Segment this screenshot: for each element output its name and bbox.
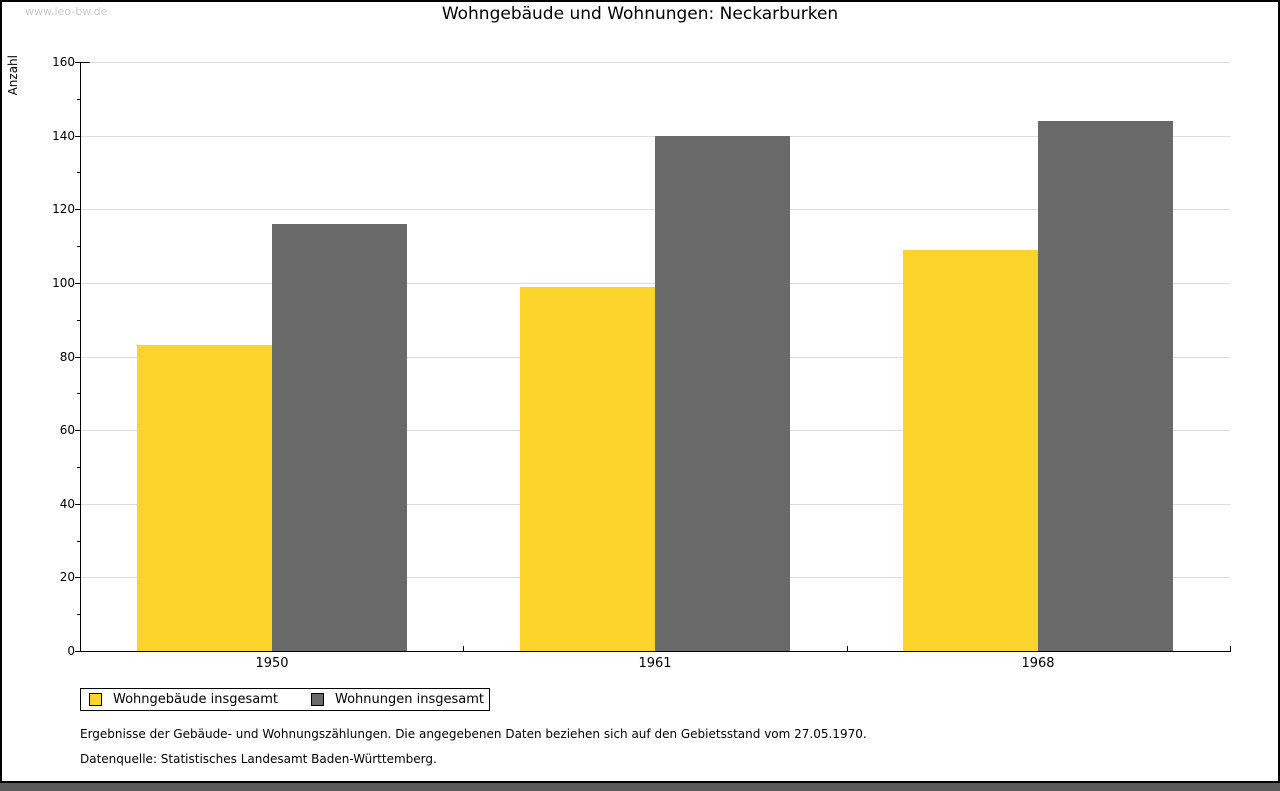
footnote-gebietsstand: Ergebnisse der Gebäude- und Wohnungszähl…: [80, 727, 867, 741]
bar-wohngebaeude-1950: [137, 345, 272, 651]
x-axis-separator-tick: [847, 646, 848, 651]
y-axis-major-tick: [75, 651, 80, 652]
y-axis-minor-tick: [77, 614, 80, 615]
y-axis-tick-label: 40: [59, 497, 75, 511]
y-axis-minor-tick: [77, 541, 80, 542]
bar-wohnungen-1961: [655, 136, 790, 651]
window-bottom-edge: [0, 783, 1280, 791]
y-axis-tick-label: 160: [52, 55, 75, 69]
y-axis-tick-label: 80: [59, 350, 75, 364]
y-axis-major-tick: [75, 283, 80, 284]
y-axis-major-tick: [75, 577, 80, 578]
y-axis-major-tick: [75, 357, 80, 358]
x-axis-category-label: 1961: [638, 656, 672, 671]
y-axis-major-tick: [75, 209, 80, 210]
legend-label: Wohngebäude insgesamt: [113, 692, 278, 707]
y-axis-minor-tick: [77, 467, 80, 468]
x-axis-end-cap: [1230, 646, 1231, 651]
legend-label: Wohnungen insgesamt: [335, 692, 484, 707]
bar-wohnungen-1968: [1038, 121, 1173, 651]
legend-item: Wohnungen insgesamt: [311, 692, 484, 707]
y-axis-line: [80, 62, 81, 652]
gridline: [81, 62, 1230, 63]
legend-swatch: [311, 693, 324, 706]
y-axis-major-tick: [75, 136, 80, 137]
y-axis-top-cap: [80, 62, 90, 63]
bar-wohngebaeude-1968: [903, 250, 1038, 651]
y-axis-tick-label: 20: [59, 570, 75, 584]
y-axis-tick-label: 0: [67, 644, 75, 658]
y-axis-major-tick: [75, 504, 80, 505]
legend-item: Wohngebäude insgesamt: [89, 692, 278, 707]
y-axis-minor-tick: [77, 99, 80, 100]
bar-wohnungen-1950: [272, 224, 407, 651]
y-axis-tick-label: 60: [59, 423, 75, 437]
legend-swatch: [89, 693, 102, 706]
bar-wohngebaeude-1961: [520, 287, 655, 651]
y-axis-minor-tick: [77, 172, 80, 173]
x-axis-category-label: 1968: [1021, 656, 1055, 671]
legend: Wohngebäude insgesamt Wohnungen insgesam…: [80, 688, 490, 711]
x-axis-separator-tick: [463, 646, 464, 651]
chart-title: Wohngebäude und Wohnungen: Neckarburken: [441, 4, 839, 24]
y-axis-minor-tick: [77, 393, 80, 394]
x-axis-line: [80, 651, 1231, 652]
y-axis-major-tick: [75, 62, 80, 63]
y-axis-minor-tick: [77, 320, 80, 321]
y-axis-tick-label: 100: [52, 276, 75, 290]
y-axis-tick-label: 140: [52, 129, 75, 143]
footnote-datenquelle: Datenquelle: Statistisches Landesamt Bad…: [80, 752, 437, 766]
y-axis-tick-label: 120: [52, 202, 75, 216]
watermark: www.leo-bw.de: [25, 5, 108, 18]
x-axis-category-label: 1950: [255, 656, 289, 671]
y-axis-major-tick: [75, 430, 80, 431]
y-axis-minor-tick: [77, 246, 80, 247]
